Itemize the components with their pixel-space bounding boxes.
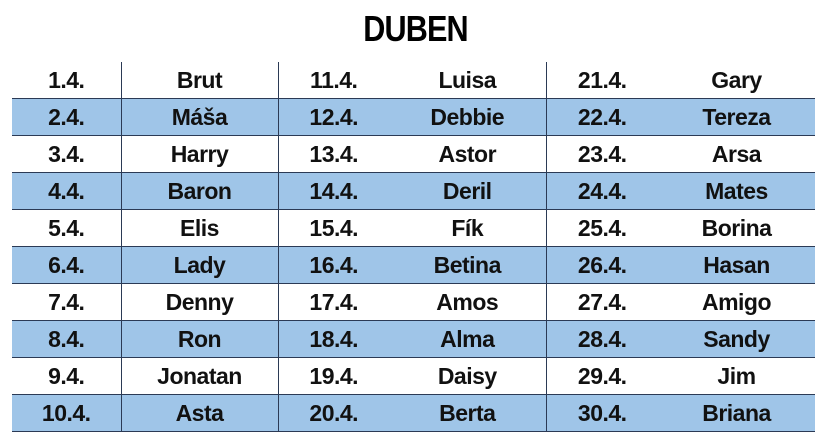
date-cell: 25.4. xyxy=(546,209,658,247)
name-cell: Tereza xyxy=(658,98,815,136)
name-cell: Arsa xyxy=(658,135,815,173)
table-row: 8.4. Ron 18.4. Alma 28.4. Sandy xyxy=(12,320,815,358)
name-cell: Amos xyxy=(389,283,547,321)
name-cell: Hasan xyxy=(658,246,815,284)
date-cell: 30.4. xyxy=(546,394,658,432)
name-cell: Gary xyxy=(658,62,815,99)
table-row: 6.4. Lady 16.4. Betina 26.4. Hasan xyxy=(12,246,815,284)
table-body: 1.4. Brut 11.4. Luisa 21.4. Gary 2.4. Máša 12.4.… xyxy=(12,62,815,432)
date-cell: 10.4. xyxy=(12,394,122,432)
date-cell: 17.4. xyxy=(278,283,389,321)
date-cell: 13.4. xyxy=(278,135,389,173)
date-cell: 24.4. xyxy=(546,172,658,210)
date-cell: 18.4. xyxy=(278,320,389,358)
date-cell: 21.4. xyxy=(546,62,658,99)
name-cell: Lady xyxy=(121,246,279,284)
name-cell: Amigo xyxy=(658,283,815,321)
date-cell: 3.4. xyxy=(12,135,122,173)
name-cell: Denny xyxy=(121,283,279,321)
table-row: 4.4. Baron 14.4. Deril 24.4. Mates xyxy=(12,172,815,210)
name-cell: Mates xyxy=(658,172,815,210)
name-cell: Máša xyxy=(121,98,279,136)
name-cell: Jonatan xyxy=(121,357,279,395)
table-row: 9.4. Jonatan 19.4. Daisy 29.4. Jim xyxy=(12,357,815,395)
name-cell: Daisy xyxy=(389,357,547,395)
name-cell: Astor xyxy=(389,135,547,173)
name-cell: Jim xyxy=(658,357,815,395)
date-cell: 7.4. xyxy=(12,283,122,321)
table-row: 3.4. Harry 13.4. Astor 23.4. Arsa xyxy=(12,135,815,173)
table-row: 10.4. Asta 20.4. Berta 30.4. Briana xyxy=(12,394,815,432)
name-cell: Berta xyxy=(389,394,547,432)
date-cell: 11.4. xyxy=(278,62,389,99)
date-cell: 22.4. xyxy=(546,98,658,136)
name-cell: Brut xyxy=(121,62,279,99)
date-cell: 16.4. xyxy=(278,246,389,284)
title: DUBEN xyxy=(363,8,468,49)
name-cell: Briana xyxy=(658,394,815,432)
date-cell: 1.4. xyxy=(12,62,122,99)
date-cell: 12.4. xyxy=(278,98,389,136)
name-cell: Borina xyxy=(658,209,815,247)
name-cell: Fík xyxy=(389,209,547,247)
name-cell: Harry xyxy=(121,135,279,173)
date-cell: 2.4. xyxy=(12,98,122,136)
name-cell: Deril xyxy=(389,172,547,210)
date-cell: 28.4. xyxy=(546,320,658,358)
date-cell: 6.4. xyxy=(12,246,122,284)
date-cell: 4.4. xyxy=(12,172,122,210)
name-cell: Elis xyxy=(121,209,279,247)
date-cell: 20.4. xyxy=(278,394,389,432)
date-cell: 15.4. xyxy=(278,209,389,247)
name-cell: Baron xyxy=(121,172,279,210)
date-cell: 27.4. xyxy=(546,283,658,321)
table-row: 2.4. Máša 12.4. Debbie 22.4. Tereza xyxy=(12,98,815,136)
date-cell: 19.4. xyxy=(278,357,389,395)
date-cell: 8.4. xyxy=(12,320,122,358)
name-cell: Sandy xyxy=(658,320,815,358)
name-table: 1.4. Brut 11.4. Luisa 21.4. Gary 2.4. Máša 12.4.… xyxy=(12,62,815,432)
name-cell: Ron xyxy=(121,320,279,358)
name-cell: Luisa xyxy=(389,62,547,99)
date-cell: 29.4. xyxy=(546,357,658,395)
name-cell: Debbie xyxy=(389,98,547,136)
table-row: 7.4. Denny 17.4. Amos 27.4. Amigo xyxy=(12,283,815,321)
table-row: 5.4. Elis 15.4. Fík 25.4. Borina xyxy=(12,209,815,247)
name-cell: Asta xyxy=(121,394,279,432)
name-cell: Betina xyxy=(389,246,547,284)
date-cell: 14.4. xyxy=(278,172,389,210)
date-cell: 26.4. xyxy=(546,246,658,284)
name-cell: Alma xyxy=(389,320,547,358)
table-row: 1.4. Brut 11.4. Luisa 21.4. Gary xyxy=(12,62,815,99)
date-cell: 23.4. xyxy=(546,135,658,173)
date-cell: 9.4. xyxy=(12,357,122,395)
date-cell: 5.4. xyxy=(12,209,122,247)
